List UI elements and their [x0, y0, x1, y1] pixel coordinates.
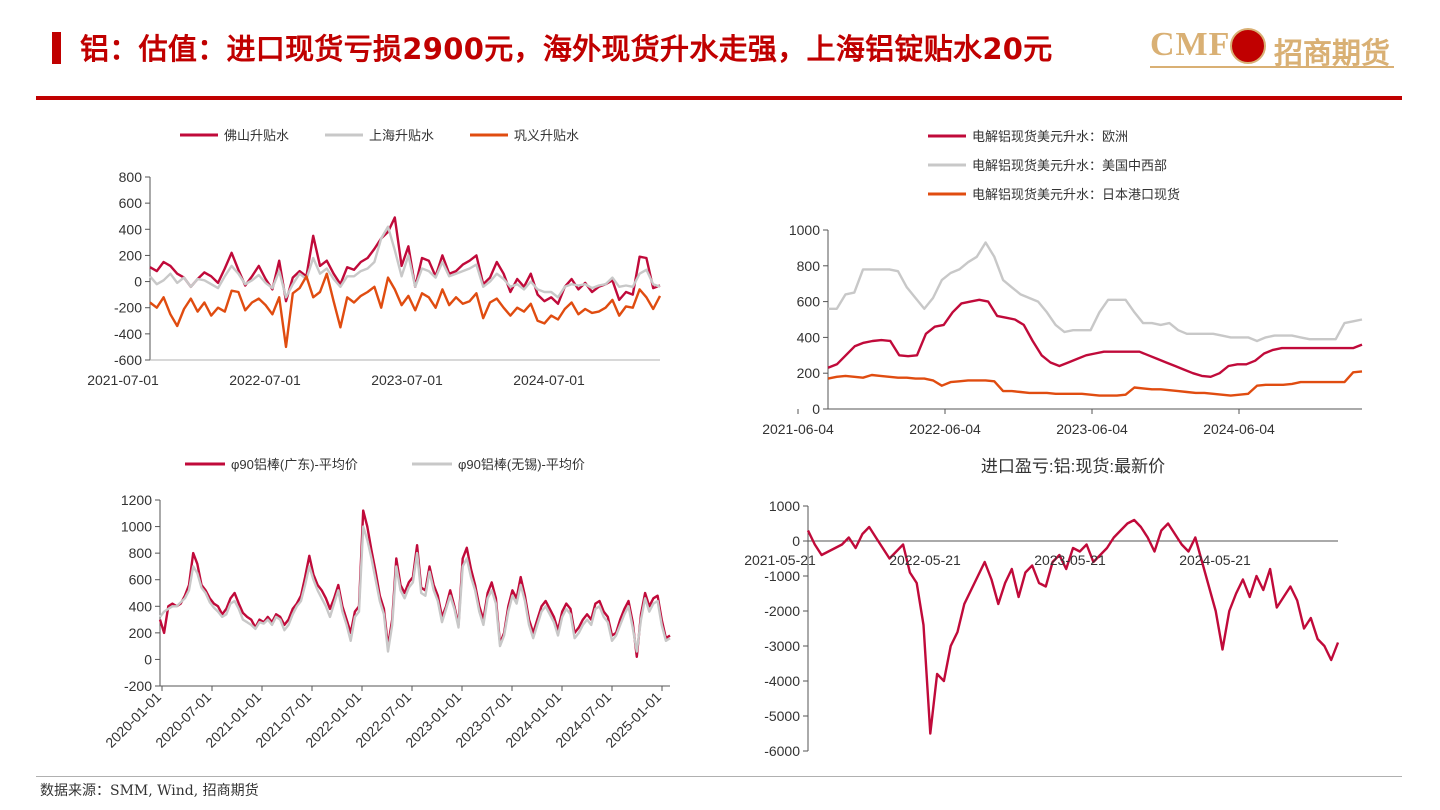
legend-label: 巩义升贴水	[514, 128, 579, 143]
logo-text: CMF	[1150, 26, 1231, 63]
legend-label: 电解铝现货美元升水：美国中西部	[972, 158, 1167, 173]
y-tick-label: -600	[114, 352, 142, 368]
series-line-1	[149, 225, 661, 299]
y-tick-label: 1000	[769, 498, 800, 514]
y-tick-label: 0	[144, 651, 152, 667]
y-tick-label: -3000	[764, 638, 800, 654]
footer-divider	[36, 776, 1402, 777]
x-tick-label: 2022-07-01	[229, 372, 301, 388]
y-tick-label: 0	[134, 274, 142, 290]
y-tick-label: 800	[129, 545, 153, 561]
y-tick-label: 200	[797, 365, 821, 381]
series-line-0	[806, 518, 1340, 735]
series-line-2	[149, 272, 662, 349]
y-tick-label: -4000	[764, 673, 800, 689]
y-tick-label: 200	[129, 625, 153, 641]
x-tick-label: 2022-05-21	[889, 552, 961, 568]
x-tick-label: 2022-06-04	[909, 421, 981, 437]
logo-underline	[1150, 66, 1394, 68]
legend-label: 佛山升贴水	[224, 128, 289, 143]
chart-aluminum-bar-price: φ90铝棒(广东)-平均价 φ90铝棒(无锡)-平均价 1200 1000 800 600…	[102, 457, 671, 751]
x-tick-label: 2021-07-01	[87, 372, 159, 388]
y-tick-label: 400	[119, 221, 143, 237]
y-tick-label: 1000	[789, 222, 820, 238]
y-tick-label: 200	[119, 247, 143, 263]
x-tick-label: 2023-06-04	[1056, 421, 1128, 437]
y-tick-label: 0	[792, 533, 800, 549]
chart-title: 进口盈亏:铝:现货:最新价	[981, 457, 1165, 476]
y-tick-label: 600	[129, 572, 153, 588]
y-tick-label: 600	[797, 294, 821, 310]
series-line-0	[149, 216, 661, 306]
series-line-2	[827, 370, 1363, 397]
x-tick-label: 2024-07-01	[513, 372, 585, 388]
logo-company-name: 招商期货	[1274, 36, 1391, 70]
chart-import-profit: 进口盈亏:铝:现货:最新价 1000 0 -1000 -2000 -3000 -4000 -5…	[744, 457, 1340, 759]
legend-label: φ90铝棒(无锡)-平均价	[458, 457, 585, 472]
y-tick-label: 0	[812, 401, 820, 417]
x-tick-label: 2024-05-21	[1179, 552, 1251, 568]
y-tick-label: -5000	[764, 708, 800, 724]
y-tick-label: 800	[119, 169, 143, 185]
y-tick-label: 400	[797, 329, 821, 345]
x-tick-label: 2021-06-04	[762, 421, 834, 437]
legend-label: 上海升贴水	[369, 128, 434, 143]
legend-label: 电解铝现货美元升水：日本港口现货	[972, 187, 1180, 202]
company-logo: CMF 招商期货	[1150, 24, 1400, 70]
series-line-1	[159, 525, 671, 653]
y-tick-label: -400	[114, 326, 142, 342]
series-line-0	[827, 298, 1363, 378]
y-tick-label: -200	[114, 300, 142, 316]
chart-spot-premium-domestic: 佛山升贴水 上海升贴水 巩义升贴水 800 600 400 200 0 -200 -400 -600…	[87, 128, 662, 388]
y-tick-label: 1000	[121, 519, 152, 535]
x-tick-label: 2021-05-21	[744, 552, 816, 568]
legend-label: φ90铝棒(广东)-平均价	[231, 457, 358, 472]
legend-label: 电解铝现货美元升水：欧洲	[972, 129, 1128, 144]
data-source: 数据来源：SMM, Wind, 招商期货	[40, 783, 259, 799]
title-accent-bar	[52, 32, 61, 64]
page-title: 铝：估值：进口现货亏损2900元，海外现货升水走强，上海铝锭贴水20元	[80, 32, 1053, 66]
x-tick-label: 2023-07-01	[371, 372, 443, 388]
series-line-0	[158, 509, 671, 659]
header-divider	[36, 96, 1402, 100]
y-tick-label: 600	[119, 195, 143, 211]
series-line-1	[828, 241, 1363, 343]
header: 铝：估值：进口现货亏损2900元，海外现货升水走强，上海铝锭贴水20元 CMF …	[0, 0, 1440, 100]
y-tick-label: 400	[129, 598, 153, 614]
y-tick-label: -6000	[764, 743, 800, 759]
y-tick-label: 800	[797, 258, 821, 274]
x-tick-label: 2023-05-21	[1034, 552, 1106, 568]
chart-overseas-premium: 电解铝现货美元升水：欧洲电解铝现货美元升水：美国中西部电解铝现货美元升水：日本港…	[762, 129, 1363, 437]
y-tick-label: -200	[124, 678, 152, 694]
x-tick-label: 2024-06-04	[1203, 421, 1275, 437]
y-tick-label: -2000	[764, 603, 800, 619]
y-tick-label: 1200	[121, 492, 152, 508]
logo-emblem-icon	[1230, 28, 1266, 64]
y-tick-label: -1000	[764, 568, 800, 584]
